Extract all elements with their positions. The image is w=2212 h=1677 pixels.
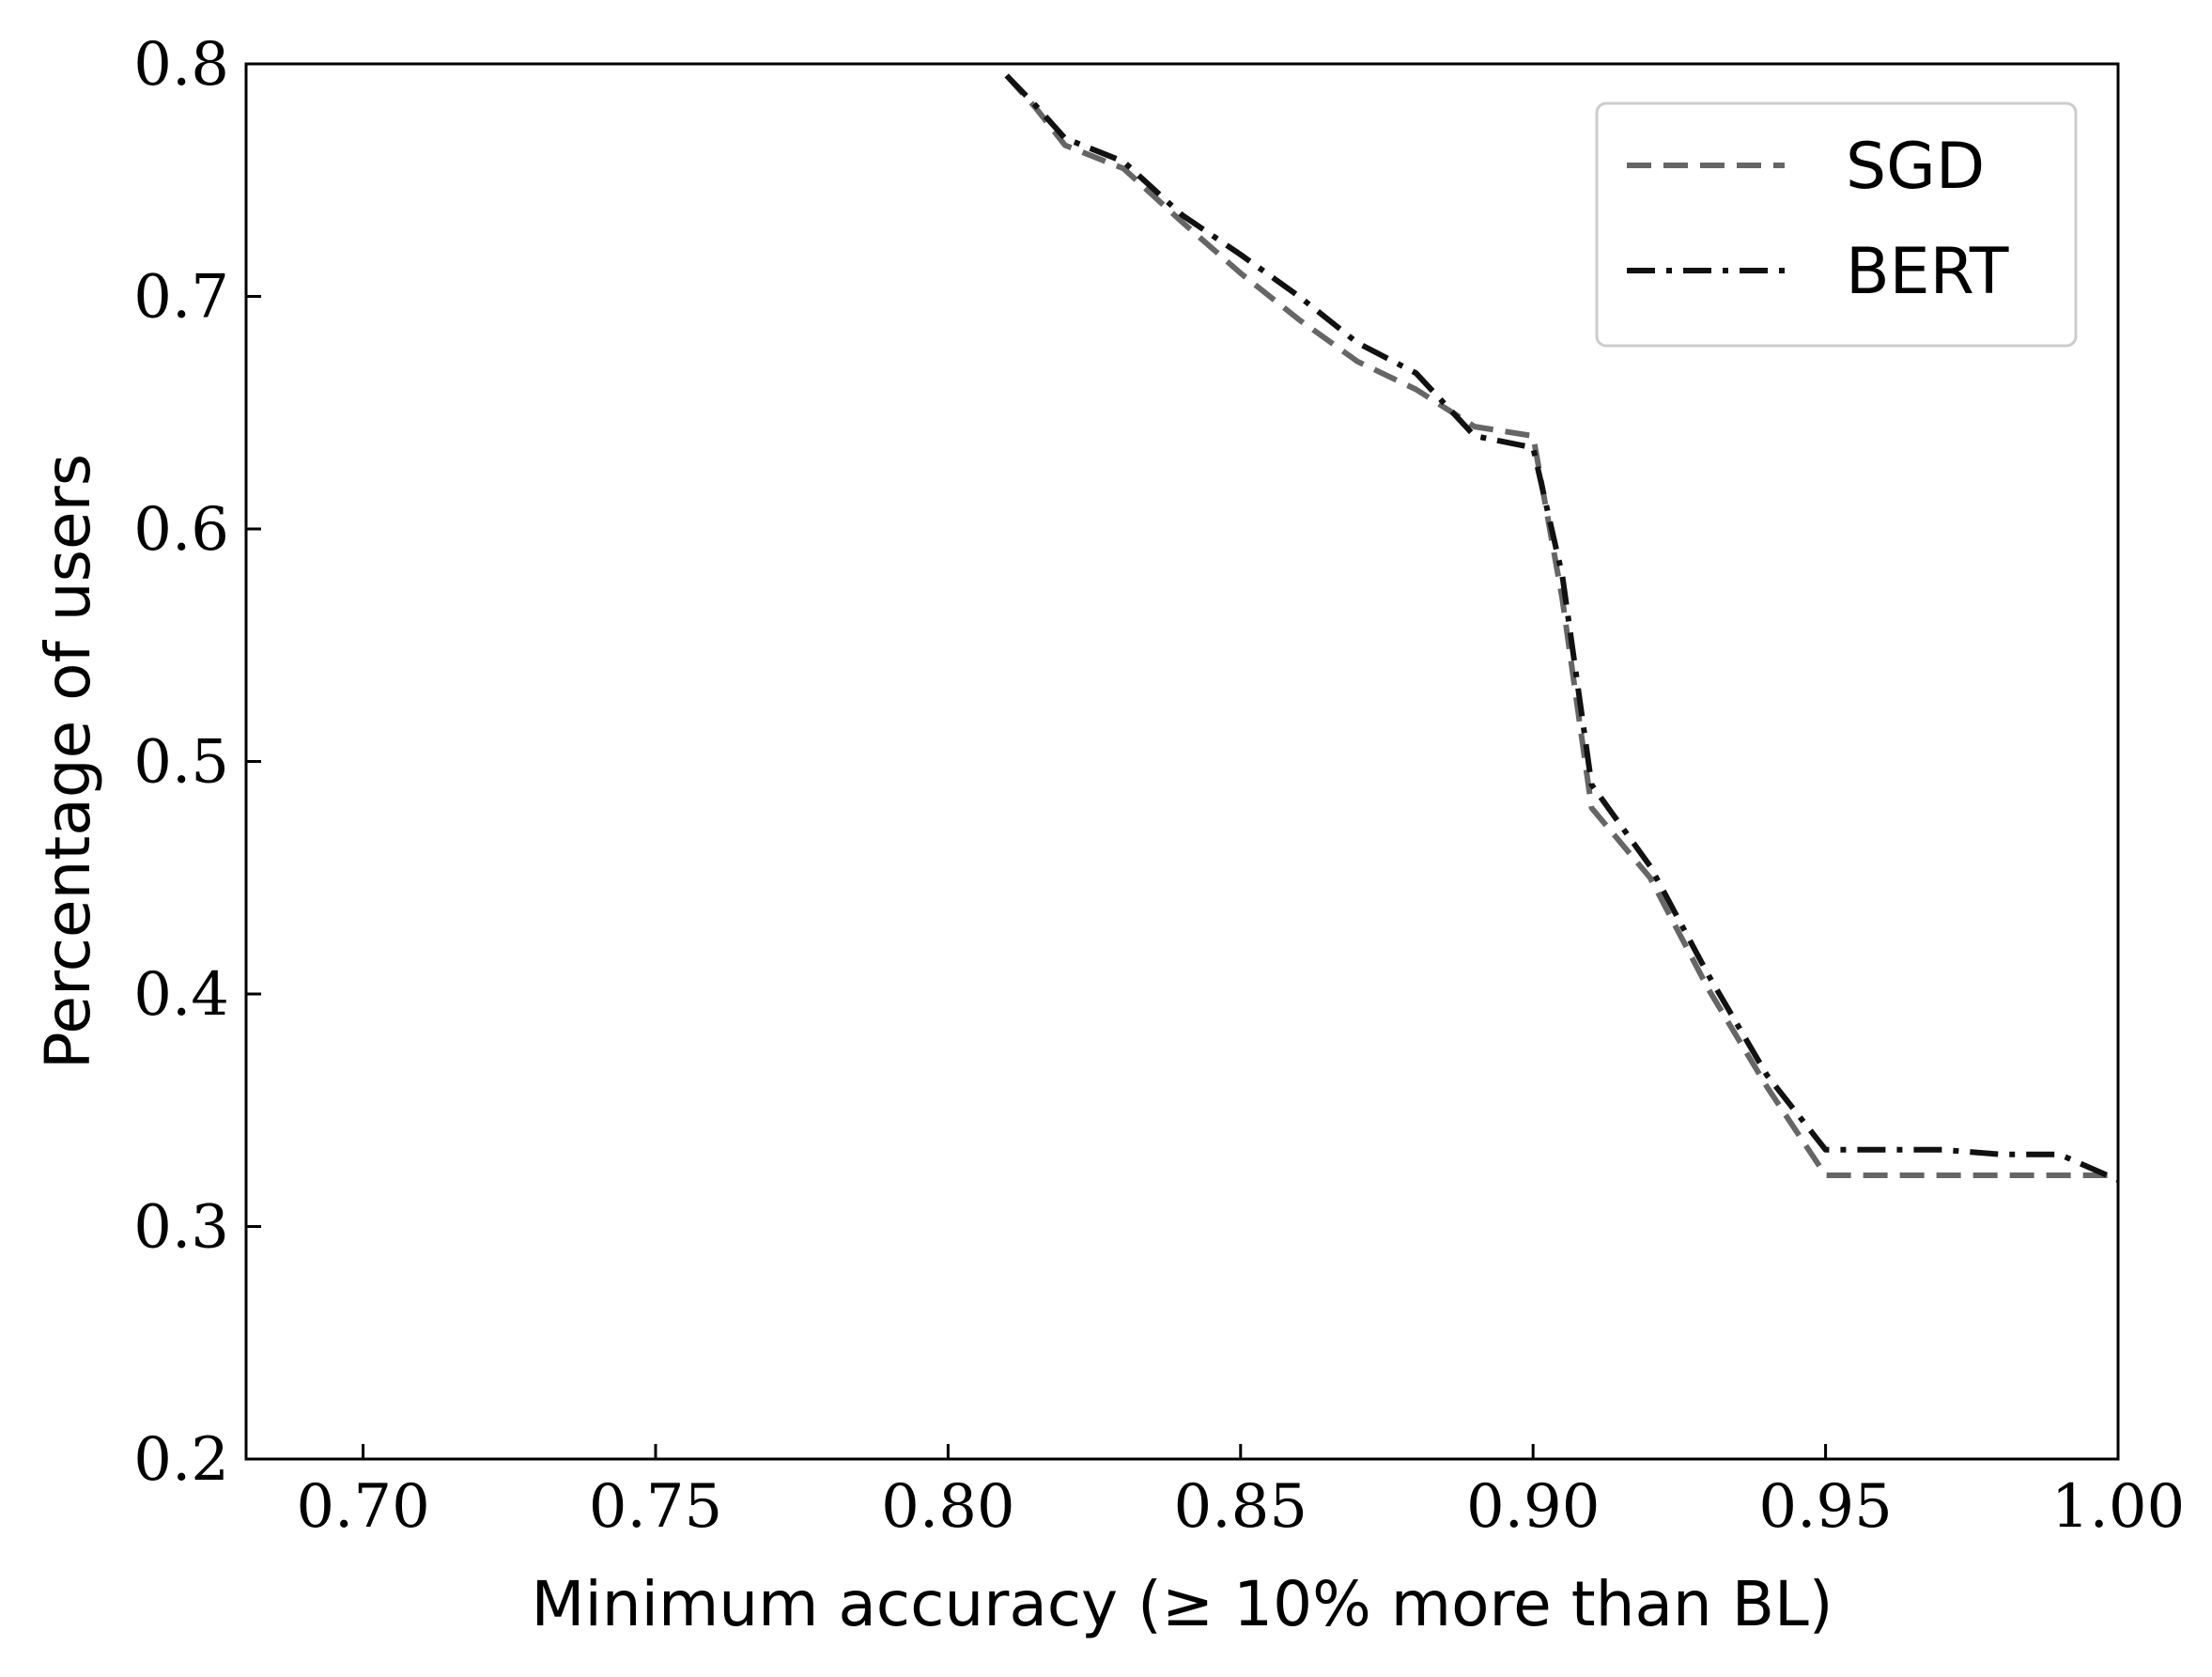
y-tick-label: 0.7 [133, 263, 229, 333]
y-tick-label: 0.4 [133, 960, 229, 1030]
legend-box [1595, 101, 2078, 348]
x-tick-label: 0.85 [1174, 1472, 1308, 1542]
y-tick-label: 0.8 [133, 30, 229, 100]
legend: SGD BERT [1595, 101, 2078, 348]
y-tick-label: 0.3 [133, 1193, 229, 1263]
x-tick-label: 0.80 [881, 1472, 1015, 1542]
y-axis-ticks: 0.2 0.3 0.4 0.5 0.6 0.7 0.8 [133, 30, 261, 1495]
legend-label-sgd: SGD [1846, 130, 1985, 204]
x-axis-ticks: 0.70 0.75 0.80 0.85 0.90 0.95 1.00 [296, 1444, 2185, 1542]
series-line-sgd [1004, 73, 2118, 1178]
x-tick-label: 1.00 [2051, 1472, 2186, 1542]
x-axis-title: Minimum accuracy (≥ 10% more than BL) [532, 1568, 1833, 1640]
y-tick-label: 0.5 [133, 728, 229, 798]
x-tick-label: 0.70 [296, 1472, 430, 1542]
y-tick-label: 0.6 [133, 495, 229, 565]
series-line-bert [1004, 73, 2120, 1183]
y-axis-title: Percentage of users [32, 454, 104, 1069]
x-tick-label: 0.75 [589, 1472, 723, 1542]
plot-content [1004, 73, 2120, 1183]
y-tick-label: 0.2 [133, 1425, 229, 1495]
legend-label-bert: BERT [1846, 235, 2009, 309]
x-tick-label: 0.95 [1758, 1472, 1893, 1542]
x-tick-label: 0.90 [1466, 1472, 1601, 1542]
